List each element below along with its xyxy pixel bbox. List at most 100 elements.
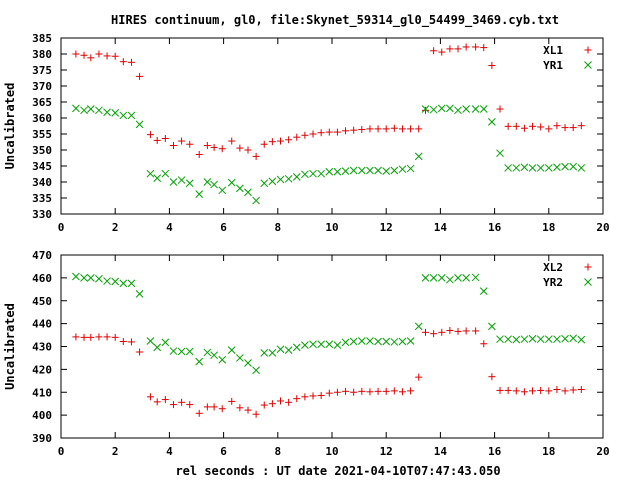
data-point [186,401,194,409]
data-point [80,274,88,282]
data-point [268,177,277,186]
data-point [446,45,454,53]
data-point [317,391,325,399]
data-point [528,334,537,343]
data-point [561,162,569,171]
data-point [512,122,520,130]
data-point [203,403,211,411]
data-point [544,164,553,172]
data-point [406,337,415,345]
data-point [210,143,218,151]
legend-label: XL2 [543,261,563,274]
data-point [177,347,186,356]
data-point [103,52,111,60]
data-point [161,338,170,347]
x-tick-label: 18 [542,445,555,458]
data-point [285,136,293,144]
data-point [454,327,462,335]
data-point [260,401,268,409]
x-tick-label: 0 [58,445,65,458]
data-point [342,127,350,135]
data-point [454,45,462,53]
data-point [446,326,454,334]
data-point [430,47,438,55]
y-tick-label: 460 [32,272,52,285]
data-point [358,126,366,134]
data-point [228,137,236,145]
data-point [421,274,430,282]
data-point [488,62,496,70]
data-point [317,169,326,178]
x-tick-label: 14 [434,221,448,234]
data-point [95,333,103,341]
data-point [153,343,162,352]
data-point [462,105,470,113]
data-point [496,105,504,113]
data-point [252,152,260,160]
data-point [80,333,88,341]
data-point [528,164,537,172]
data-point [227,346,236,355]
x-tick-label: 14 [434,445,448,458]
data-point [325,167,334,176]
data-point [169,401,177,409]
data-point [325,340,334,349]
data-point [437,104,446,113]
data-point [512,335,521,344]
data-point [153,174,162,183]
legend-marker [584,263,592,271]
data-point [227,178,236,187]
y-tick-label: 340 [32,176,52,189]
x-tick-label: 20 [596,445,609,458]
data-point [382,125,390,133]
data-point [561,334,569,343]
data-point [195,357,204,366]
series-YR1 [72,104,586,205]
data-point [366,388,374,396]
x-tick-label: 12 [380,445,393,458]
data-point [236,354,244,362]
data-point [398,125,406,133]
y-tick-label: 385 [32,32,52,45]
data-point [462,43,470,51]
data-point [260,140,268,148]
data-point [480,44,488,52]
data-point [569,334,578,343]
data-point [103,277,111,285]
data-point [382,167,391,175]
data-point [277,137,285,145]
data-point [203,178,212,186]
data-point [72,104,80,113]
data-point [276,175,285,184]
data-point [111,333,119,341]
y-tick-label: 335 [32,192,52,205]
data-point [195,190,204,199]
data-point [415,125,423,133]
legend-marker [584,278,592,286]
data-point [512,164,521,172]
data-point [480,340,488,348]
data-point [374,166,382,175]
data-point [471,273,480,282]
data-point [111,109,120,117]
data-point [479,287,488,295]
data-point [366,337,374,345]
data-point [210,180,218,189]
data-point [414,322,423,331]
data-point [301,393,309,401]
data-point [236,184,244,193]
data-point [520,335,529,344]
data-point [536,164,545,172]
data-point [398,165,407,174]
data-point [325,389,333,397]
data-point [127,111,136,120]
data-point [95,106,103,115]
legend-label: YR2 [543,276,563,289]
data-point [161,396,169,404]
data-point [309,340,317,349]
data-point [236,404,244,412]
x-tick-label: 2 [112,445,119,458]
data-point [471,105,480,113]
data-point [350,388,358,396]
data-point [366,166,374,175]
